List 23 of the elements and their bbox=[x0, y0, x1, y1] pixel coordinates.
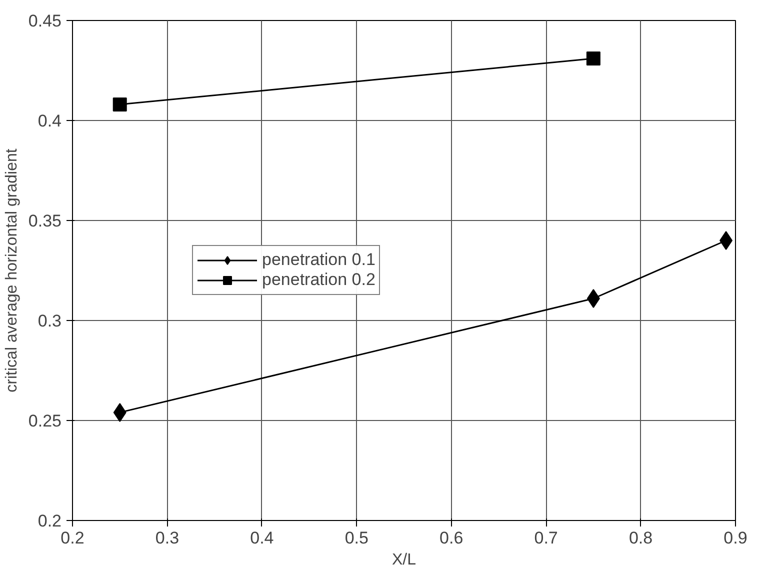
x-tick-label: 0.2 bbox=[60, 528, 84, 548]
x-axis-title: X/L bbox=[392, 552, 416, 568]
x-tick-label: 0.8 bbox=[628, 528, 653, 548]
point bbox=[113, 403, 126, 422]
x-tick-label: 0.5 bbox=[344, 528, 368, 548]
x-tick-label: 0.4 bbox=[250, 528, 274, 548]
point bbox=[720, 231, 733, 250]
x-tick-label: 0.6 bbox=[440, 528, 464, 548]
y-tick-label: 0.25 bbox=[28, 412, 62, 430]
y-tick-label: 0.45 bbox=[28, 12, 62, 30]
legend-label: penetration 0.2 bbox=[262, 270, 376, 290]
x-tick-label: 0.7 bbox=[534, 528, 558, 548]
legend-label: penetration 0.1 bbox=[262, 250, 376, 270]
point bbox=[586, 52, 600, 66]
y-tick-label: 0.35 bbox=[28, 212, 62, 230]
y-tick-label: 0.3 bbox=[38, 312, 62, 330]
point bbox=[586, 289, 600, 308]
y-tick-label: 0.4 bbox=[38, 112, 62, 130]
x-tick-label: 0.3 bbox=[155, 528, 180, 548]
y-axis-title: critical average horizontal gradient bbox=[3, 148, 20, 392]
y-tick-label: 0.2 bbox=[38, 512, 62, 530]
point bbox=[112, 98, 127, 112]
x-tick-label: 0.9 bbox=[724, 528, 748, 548]
